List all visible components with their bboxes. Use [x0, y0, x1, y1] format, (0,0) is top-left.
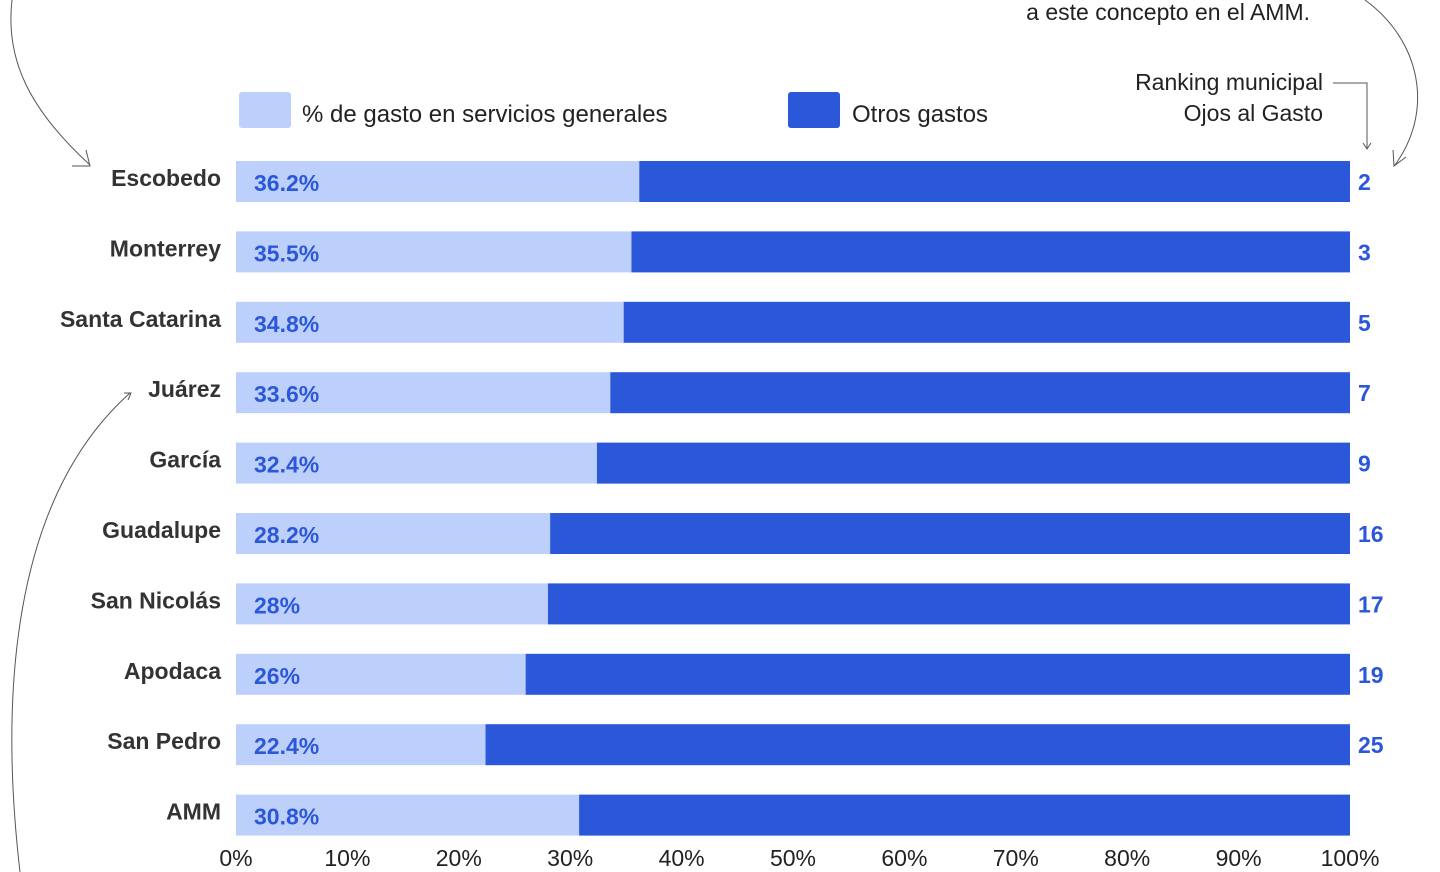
bar-servicios-santa-catarina [236, 301, 624, 343]
bar-servicios-guadalupe [236, 513, 551, 554]
rank-label-apodaca: 19 [1358, 662, 1384, 688]
category-label-guadalupe: Guadalupe [102, 517, 221, 543]
x-tick-label: 80% [1104, 845, 1150, 871]
legend-label-otros: Otros gastos [852, 101, 988, 128]
ranking-header-line-2: Ojos al Gasto [1184, 100, 1323, 126]
category-label-juarez: Juárez [148, 376, 221, 402]
x-tick-label: 60% [881, 845, 927, 871]
x-axis-ticks: 0% 10% 20% 30% 40% 50% 60% 70% 80% 90% 100% [219, 845, 1379, 871]
x-tick-label: 20% [436, 845, 482, 871]
category-label-apodaca: Apodaca [124, 658, 221, 684]
bar-otros-amm [579, 794, 1350, 836]
legend-swatch-otros [788, 92, 840, 128]
value-label-garcia: 32.4% [254, 452, 319, 478]
annotation-arrow-top-left [10, 0, 91, 166]
ranking-header-arrowhead [1362, 142, 1372, 150]
bar-otros-guadalupe [550, 513, 1350, 554]
arrowhead-top-left [72, 149, 91, 167]
rank-label-san-nicolas: 17 [1358, 591, 1384, 617]
bar-servicios-escobedo [236, 161, 640, 202]
rank-label-escobedo: 2 [1358, 169, 1371, 195]
arrowhead-top-right [1392, 149, 1407, 167]
rank-label-monterrey: 3 [1358, 239, 1371, 265]
ranking-header-connector [1333, 82, 1368, 148]
x-tick-label: 100% [1321, 845, 1380, 871]
x-tick-label: 50% [770, 845, 816, 871]
bar-otros-escobedo [639, 161, 1350, 202]
category-label-escobedo: Escobedo [111, 165, 221, 191]
legend-label-servicios: % de gasto en servicios generales [302, 101, 668, 128]
bar-servicios-apodaca [236, 653, 526, 695]
ranking-header-line-1: Ranking municipal [1135, 69, 1323, 95]
rank-label-guadalupe: 16 [1358, 521, 1384, 547]
category-label-amm: AMM [166, 799, 221, 825]
value-label-guadalupe: 28.2% [254, 522, 319, 548]
category-label-san-pedro: San Pedro [107, 728, 221, 754]
bar-otros-san-nicolas [547, 583, 1350, 625]
value-label-santa-catarina: 34.8% [254, 311, 319, 337]
x-tick-label: 30% [547, 845, 593, 871]
annotation-note: a este concepto en el AMM. [1026, 0, 1310, 25]
arrowhead-bottom-left [124, 392, 132, 401]
bar-servicios-garcia [236, 442, 597, 484]
x-tick-label: 10% [324, 845, 370, 871]
rank-label-garcia: 9 [1358, 451, 1371, 477]
value-label-san-pedro: 22.4% [254, 733, 319, 759]
bar-otros-san-pedro [485, 724, 1350, 766]
x-tick-label: 0% [219, 845, 252, 871]
bars-group: Escobedo 36.2% 2 Monterrey 35.5% 3 Santa Catar… [60, 161, 1384, 836]
value-label-amm: 30.8% [254, 804, 319, 830]
bar-servicios-monterrey [236, 231, 632, 273]
annotation-arrow-top-right [1364, 0, 1419, 166]
bar-otros-monterrey [631, 231, 1350, 273]
rank-label-santa-catarina: 5 [1358, 310, 1371, 336]
rank-label-juarez: 7 [1358, 380, 1371, 406]
bar-servicios-san-pedro [236, 724, 486, 766]
x-tick-label: 90% [1216, 845, 1262, 871]
bar-otros-apodaca [525, 653, 1350, 695]
value-label-juarez: 33.6% [254, 381, 319, 407]
value-label-apodaca: 26% [254, 663, 300, 689]
bar-otros-juarez [610, 372, 1350, 414]
x-tick-label: 70% [993, 845, 1039, 871]
bar-otros-santa-catarina [623, 301, 1350, 343]
annotation-arrow-bottom-left [11, 392, 131, 872]
bar-servicios-juarez [236, 372, 611, 414]
bar-servicios-amm [236, 794, 580, 836]
x-tick-label: 40% [659, 845, 705, 871]
legend-swatch-servicios [239, 92, 291, 128]
category-label-monterrey: Monterrey [110, 235, 221, 261]
category-label-garcia: García [149, 447, 221, 473]
value-label-monterrey: 35.5% [254, 240, 319, 266]
value-label-san-nicolas: 28% [254, 592, 300, 618]
bar-otros-garcia [596, 442, 1350, 484]
value-label-escobedo: 36.2% [254, 170, 319, 196]
rank-label-san-pedro: 25 [1358, 732, 1384, 758]
bar-servicios-san-nicolas [236, 583, 548, 625]
category-label-santa-catarina: Santa Catarina [60, 306, 221, 332]
category-label-san-nicolas: San Nicolás [91, 587, 221, 613]
